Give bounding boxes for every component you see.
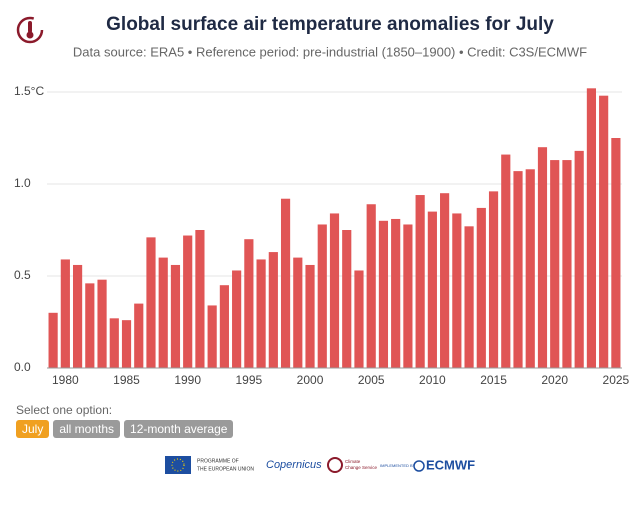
bar	[85, 283, 95, 368]
bar	[501, 154, 511, 368]
eu-stars	[171, 458, 185, 472]
bar	[586, 88, 597, 368]
bar	[513, 171, 523, 368]
bar	[574, 150, 584, 368]
bar	[329, 213, 340, 368]
bar	[121, 320, 132, 368]
bar	[280, 198, 291, 368]
bar	[207, 305, 217, 368]
bar	[48, 312, 58, 368]
bar	[72, 264, 83, 368]
bar	[378, 220, 389, 368]
bar	[366, 204, 376, 368]
x-tick-label: 1980	[52, 373, 79, 387]
y-tick-label: 0.0	[14, 360, 31, 374]
bar	[60, 259, 70, 368]
bar	[183, 235, 193, 368]
bar	[464, 226, 474, 368]
bar	[354, 270, 364, 368]
bar	[219, 285, 229, 368]
option-group: July all months 12-month average	[16, 420, 234, 438]
controls: Select one option: July all months 12-mont…	[16, 403, 234, 438]
bar	[415, 195, 425, 368]
prompt: Select one option:	[16, 403, 113, 417]
eu-flag	[165, 456, 191, 474]
bar	[134, 303, 144, 368]
footer-logos: PROGRAMME OF THE EUROPEAN UNION Copernic…	[165, 456, 475, 474]
bar	[342, 230, 352, 368]
bar	[525, 169, 535, 368]
bar	[562, 160, 572, 368]
bar	[452, 213, 462, 368]
c3s-text: Change Service	[345, 465, 378, 470]
y-tick-label: 0.5	[14, 268, 31, 282]
bar	[537, 147, 548, 368]
bar	[195, 230, 205, 368]
bar	[97, 279, 107, 368]
bar	[488, 191, 499, 368]
bar	[476, 207, 486, 368]
x-tick-label: 2020	[541, 373, 568, 387]
x-tick-label: 2000	[297, 373, 324, 387]
option-button[interactable]: 12-month average	[124, 420, 234, 438]
x-tick-label: 2025	[603, 373, 630, 387]
bar	[109, 318, 119, 368]
option-button[interactable]: July	[16, 420, 50, 438]
ecmwf-logo: ECMWF	[426, 457, 475, 472]
eu-text: THE EUROPEAN UNION	[197, 466, 254, 472]
bar	[256, 259, 266, 368]
bar	[550, 160, 560, 368]
x-tick-label: 2010	[419, 373, 446, 387]
bar	[244, 239, 254, 368]
bar	[403, 224, 413, 368]
option-button[interactable]: all months	[53, 420, 121, 438]
copernicus-logo: Copernicus	[266, 459, 322, 471]
bar	[232, 270, 242, 368]
implemented-text: IMPLEMENTED BY	[380, 463, 416, 468]
chart: Global surface air temperature anomalies…	[14, 14, 630, 387]
eu-text: PROGRAMME OF	[197, 458, 239, 464]
y-tick-label: 1.0	[14, 176, 31, 190]
ecmwf-icon	[413, 460, 425, 472]
x-tick-label: 1995	[236, 373, 263, 387]
bar	[158, 257, 168, 368]
bar	[317, 224, 327, 368]
logo-icon	[16, 16, 44, 44]
chart-title: Global surface air temperature anomalies…	[106, 14, 554, 35]
y-tick-label: 1.5°C	[14, 84, 44, 98]
bar	[268, 252, 278, 368]
x-tick-label: 1990	[174, 373, 201, 387]
c3s-icon	[327, 457, 343, 473]
bar	[440, 193, 450, 368]
bar	[170, 264, 181, 368]
chart-subtitle: Data source: ERA5 • Reference period: pr…	[73, 44, 587, 59]
c3s-text: Climate	[345, 459, 361, 464]
bar	[599, 95, 609, 369]
bar	[427, 211, 437, 368]
bar	[305, 264, 315, 368]
bar	[611, 138, 621, 368]
x-tick-label: 1985	[113, 373, 140, 387]
x-tick-label: 2005	[358, 373, 385, 387]
x-tick-label: 2015	[480, 373, 507, 387]
bar	[146, 237, 156, 368]
bar	[293, 257, 303, 368]
bar	[391, 218, 401, 368]
